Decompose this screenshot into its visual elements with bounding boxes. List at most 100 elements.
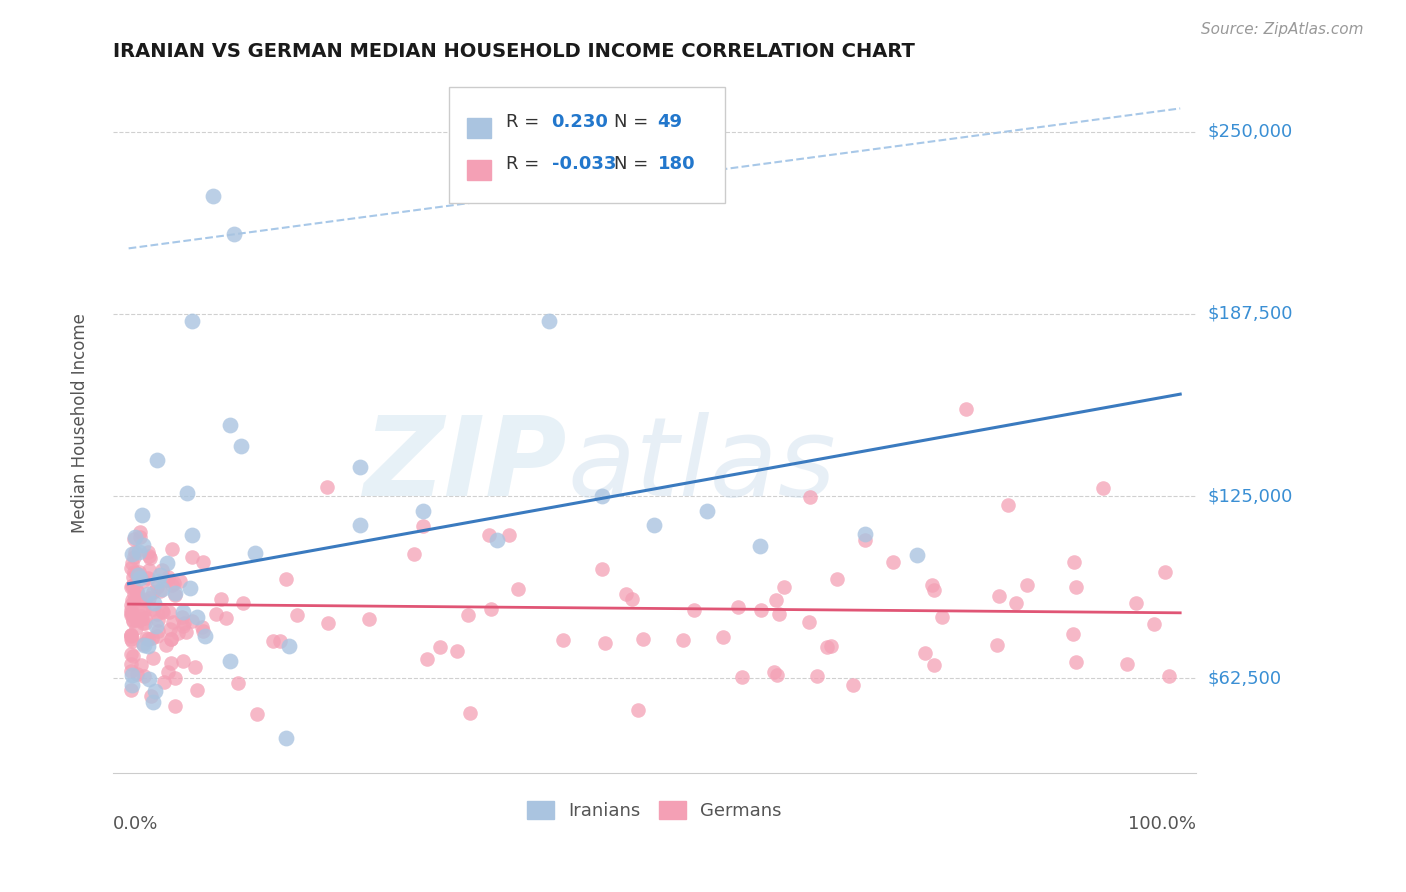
Point — [1125, 596, 1147, 610]
Point — [181, 549, 204, 564]
Point — [160, 578, 183, 592]
Point — [538, 314, 561, 328]
Point — [176, 485, 198, 500]
Point — [506, 582, 529, 597]
Point — [1091, 481, 1114, 495]
Point — [209, 591, 232, 606]
Point — [122, 649, 145, 664]
Text: -0.033: -0.033 — [551, 155, 616, 173]
Point — [1064, 655, 1087, 669]
Point — [191, 624, 214, 639]
Text: ZIP: ZIP — [364, 412, 568, 519]
Point — [136, 587, 159, 601]
Point — [627, 703, 650, 717]
Point — [159, 622, 181, 636]
Text: 0.0%: 0.0% — [112, 815, 159, 833]
Point — [643, 518, 665, 533]
Point — [120, 628, 142, 642]
Point — [127, 584, 149, 599]
Point — [179, 582, 201, 596]
Point — [349, 518, 371, 533]
Text: atlas: atlas — [568, 412, 837, 519]
Point — [131, 508, 153, 523]
Point — [149, 584, 172, 599]
Point — [773, 580, 796, 594]
Point — [128, 565, 150, 579]
Y-axis label: Median Household Income: Median Household Income — [72, 313, 89, 533]
Bar — [467, 160, 491, 180]
Point — [129, 658, 152, 673]
Point — [146, 574, 169, 588]
Point — [193, 555, 215, 569]
Point — [274, 572, 297, 586]
Point — [159, 632, 181, 646]
Point — [138, 563, 160, 577]
Point — [172, 605, 194, 619]
Point — [218, 417, 240, 432]
Point — [128, 545, 150, 559]
Point — [122, 533, 145, 547]
Point — [1157, 669, 1180, 683]
Point — [988, 589, 1011, 603]
Point — [120, 607, 142, 622]
Point — [129, 612, 152, 626]
Point — [127, 585, 149, 599]
Point — [139, 689, 162, 703]
Point — [146, 607, 169, 621]
Point — [134, 669, 156, 683]
Point — [931, 610, 953, 624]
Point — [120, 607, 142, 621]
Point — [121, 607, 143, 622]
Text: N =: N = — [614, 113, 648, 131]
Point — [671, 632, 693, 647]
Text: IRANIAN VS GERMAN MEDIAN HOUSEHOLD INCOME CORRELATION CHART: IRANIAN VS GERMAN MEDIAN HOUSEHOLD INCOM… — [112, 42, 915, 61]
Point — [553, 632, 575, 647]
Point — [120, 603, 142, 617]
Point — [763, 665, 786, 679]
Legend: Iranians, Germans: Iranians, Germans — [520, 793, 789, 827]
Point — [134, 611, 156, 625]
Point — [218, 654, 240, 668]
Point — [205, 607, 228, 621]
Point — [498, 528, 520, 542]
Point — [120, 632, 142, 646]
Point — [997, 498, 1019, 512]
Point — [145, 619, 167, 633]
Point — [134, 638, 156, 652]
Point — [120, 598, 142, 612]
Point — [357, 612, 380, 626]
Point — [124, 612, 146, 626]
Text: 0.230: 0.230 — [551, 113, 609, 131]
Point — [136, 639, 159, 653]
Point — [129, 525, 152, 540]
Text: N =: N = — [614, 155, 648, 173]
Point — [121, 556, 143, 570]
Point — [806, 669, 828, 683]
Point — [620, 592, 643, 607]
Point — [815, 640, 838, 655]
Point — [146, 624, 169, 639]
Point — [142, 596, 165, 610]
Point — [120, 561, 142, 575]
Point — [222, 227, 245, 241]
FancyBboxPatch shape — [449, 87, 725, 202]
Point — [820, 639, 842, 653]
Point — [146, 613, 169, 627]
Point — [1063, 555, 1085, 569]
Point — [125, 667, 148, 681]
Point — [120, 657, 142, 672]
Point — [163, 671, 186, 685]
Point — [285, 607, 308, 622]
Point — [711, 631, 734, 645]
Point — [765, 667, 787, 681]
Point — [631, 632, 654, 646]
Text: 49: 49 — [658, 113, 683, 131]
Point — [186, 610, 208, 624]
Point — [155, 638, 177, 652]
Point — [429, 640, 451, 655]
Point — [166, 626, 188, 640]
Point — [142, 585, 165, 599]
Point — [276, 731, 298, 746]
Point — [191, 620, 214, 634]
Point — [825, 572, 848, 586]
